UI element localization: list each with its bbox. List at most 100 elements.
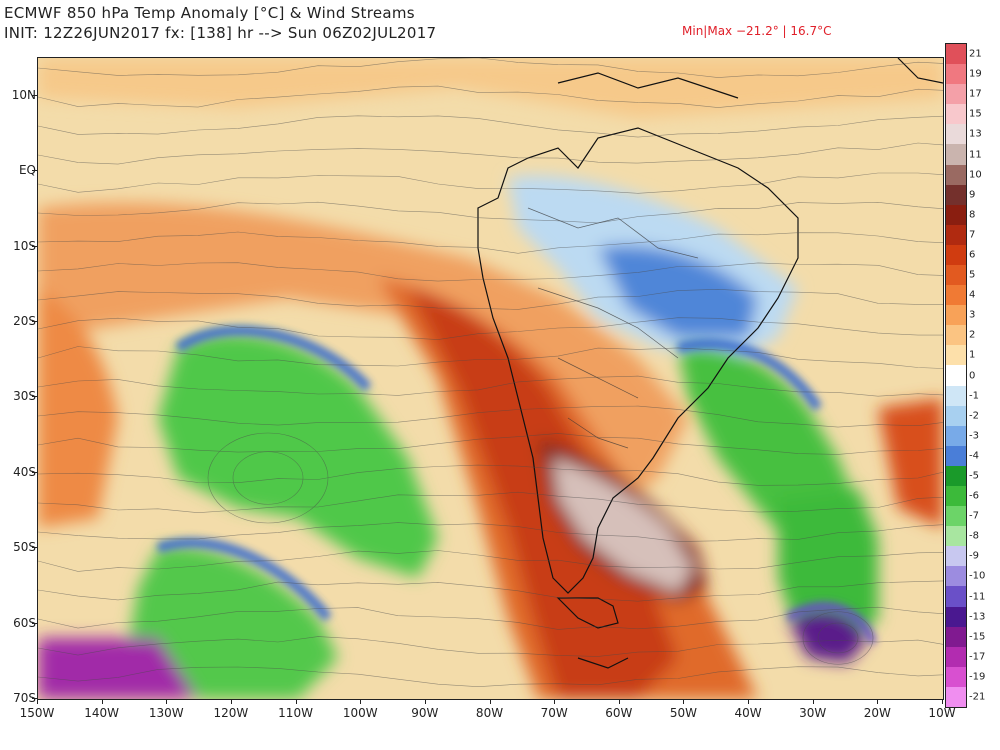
- colorbar-label: 8: [969, 209, 976, 221]
- colorbar-label: 9: [969, 189, 976, 201]
- lon-label: 150W: [19, 706, 55, 720]
- lat-label: 20S: [13, 313, 36, 328]
- colorbar-label: -3: [969, 430, 979, 442]
- colorbar-label: 17: [969, 88, 982, 100]
- colorbar-label: -19: [969, 671, 986, 683]
- streamline: [38, 522, 943, 542]
- circulation-streamline: [802, 611, 874, 665]
- colorbar-label: 5: [969, 269, 976, 281]
- lon-label: 130W: [148, 706, 184, 720]
- streamline: [38, 231, 943, 254]
- colorbar: [945, 43, 967, 708]
- lon-tick: [683, 699, 685, 704]
- lat-label: 60S: [13, 615, 36, 630]
- colorbar-label: 0: [969, 370, 976, 381]
- circulation-streamline: [207, 432, 329, 524]
- colorbar-cell: [946, 365, 966, 387]
- lat-tick: [32, 94, 37, 96]
- lon-tick: [295, 699, 297, 704]
- streamline: [38, 550, 943, 572]
- colorbar-cell: [946, 586, 966, 608]
- lat-tick: [32, 320, 37, 322]
- lon-label: 140W: [84, 706, 120, 720]
- colorbar-cell: [946, 204, 966, 226]
- colorbar-cell: [946, 124, 966, 145]
- streamline: [38, 317, 943, 340]
- lon-label: 20W: [863, 706, 891, 720]
- colorbar-label: -21: [969, 691, 986, 703]
- lon-label: 120W: [213, 706, 249, 720]
- colorbar-cell: [946, 244, 966, 266]
- streamline: [38, 375, 943, 397]
- colorbar-cell: [946, 385, 966, 407]
- lon-label: 70W: [540, 706, 568, 720]
- borders: [527, 207, 699, 449]
- colorbar-label: -8: [969, 530, 979, 542]
- colorbar-cell: [946, 606, 966, 628]
- colorbar-label: -1: [969, 390, 979, 402]
- colorbar-label: -10: [969, 570, 986, 582]
- init-forecast-line: INIT: 12Z26JUN2017 fx: [138] hr --> Sun …: [4, 24, 437, 42]
- min-max-readout: Min|Max −21.2° | 16.7°C: [682, 24, 832, 38]
- lat-label: 40S: [13, 464, 36, 479]
- lon-label: 10W: [928, 706, 956, 720]
- colorbar-label: 19: [969, 68, 982, 80]
- lon-label: 90W: [411, 706, 439, 720]
- colorbar-cell: [946, 686, 966, 708]
- lon-label: 30W: [799, 706, 827, 720]
- streamline: [38, 405, 943, 428]
- lat-label: 30S: [13, 389, 36, 404]
- colorbar-label: 4: [969, 289, 976, 301]
- colorbar-cell: [946, 224, 966, 246]
- lon-label: 80W: [475, 706, 504, 720]
- lon-tick: [618, 699, 620, 704]
- streamline: [38, 288, 943, 310]
- lon-tick: [101, 699, 103, 704]
- colorbar-label: -7: [969, 510, 979, 522]
- colorbar-label: -17: [969, 651, 986, 663]
- colorbar-cell: [946, 666, 966, 688]
- lat-label: 70S: [13, 691, 36, 705]
- anomaly-field: [38, 58, 943, 699]
- lat-tick: [32, 471, 37, 473]
- streamline: [38, 142, 943, 165]
- colorbar-label: 7: [969, 229, 976, 241]
- streamline: [38, 606, 943, 630]
- colorbar-cell: [946, 325, 966, 346]
- colorbar-label: 1: [969, 349, 976, 361]
- colorbar-label: 11: [969, 149, 982, 160]
- colorbar-label: 2: [969, 329, 976, 341]
- colorbar-label: 21: [969, 48, 982, 60]
- lat-label: EQ: [18, 163, 36, 178]
- lat-tick: [32, 245, 37, 247]
- colorbar-cell: [946, 104, 966, 125]
- colorbar-cell: [946, 546, 966, 567]
- lon-label: 40W: [734, 706, 762, 720]
- streamline: [38, 85, 943, 108]
- lon-tick: [360, 699, 362, 704]
- colorbar-cell: [946, 646, 966, 668]
- colorbar-cell: [946, 305, 966, 326]
- lon-tick: [424, 699, 426, 704]
- colorbar-label: 10: [969, 169, 982, 181]
- circulation-streamline: [817, 622, 859, 654]
- colorbar-cell: [946, 345, 966, 366]
- colorbar-label: 15: [969, 108, 982, 120]
- lon-tick: [166, 699, 168, 704]
- circulation-streamline: [232, 451, 304, 505]
- lon-tick: [942, 699, 943, 704]
- colorbar-label: -2: [969, 410, 979, 422]
- lon-tick: [877, 699, 879, 704]
- colorbar-label: -6: [969, 490, 979, 502]
- streamline: [38, 172, 943, 194]
- lon-tick: [812, 699, 814, 704]
- colorbar-cell: [946, 405, 966, 427]
- anomaly-map[interactable]: [37, 57, 944, 700]
- lon-label: 100W: [342, 706, 378, 720]
- colorbar-cell: [946, 526, 966, 547]
- streamline: [38, 201, 943, 224]
- colorbar-cell: [946, 465, 966, 487]
- streamline: [38, 346, 943, 369]
- colorbar-cell: [946, 566, 966, 587]
- colorbar-cell: [946, 285, 966, 306]
